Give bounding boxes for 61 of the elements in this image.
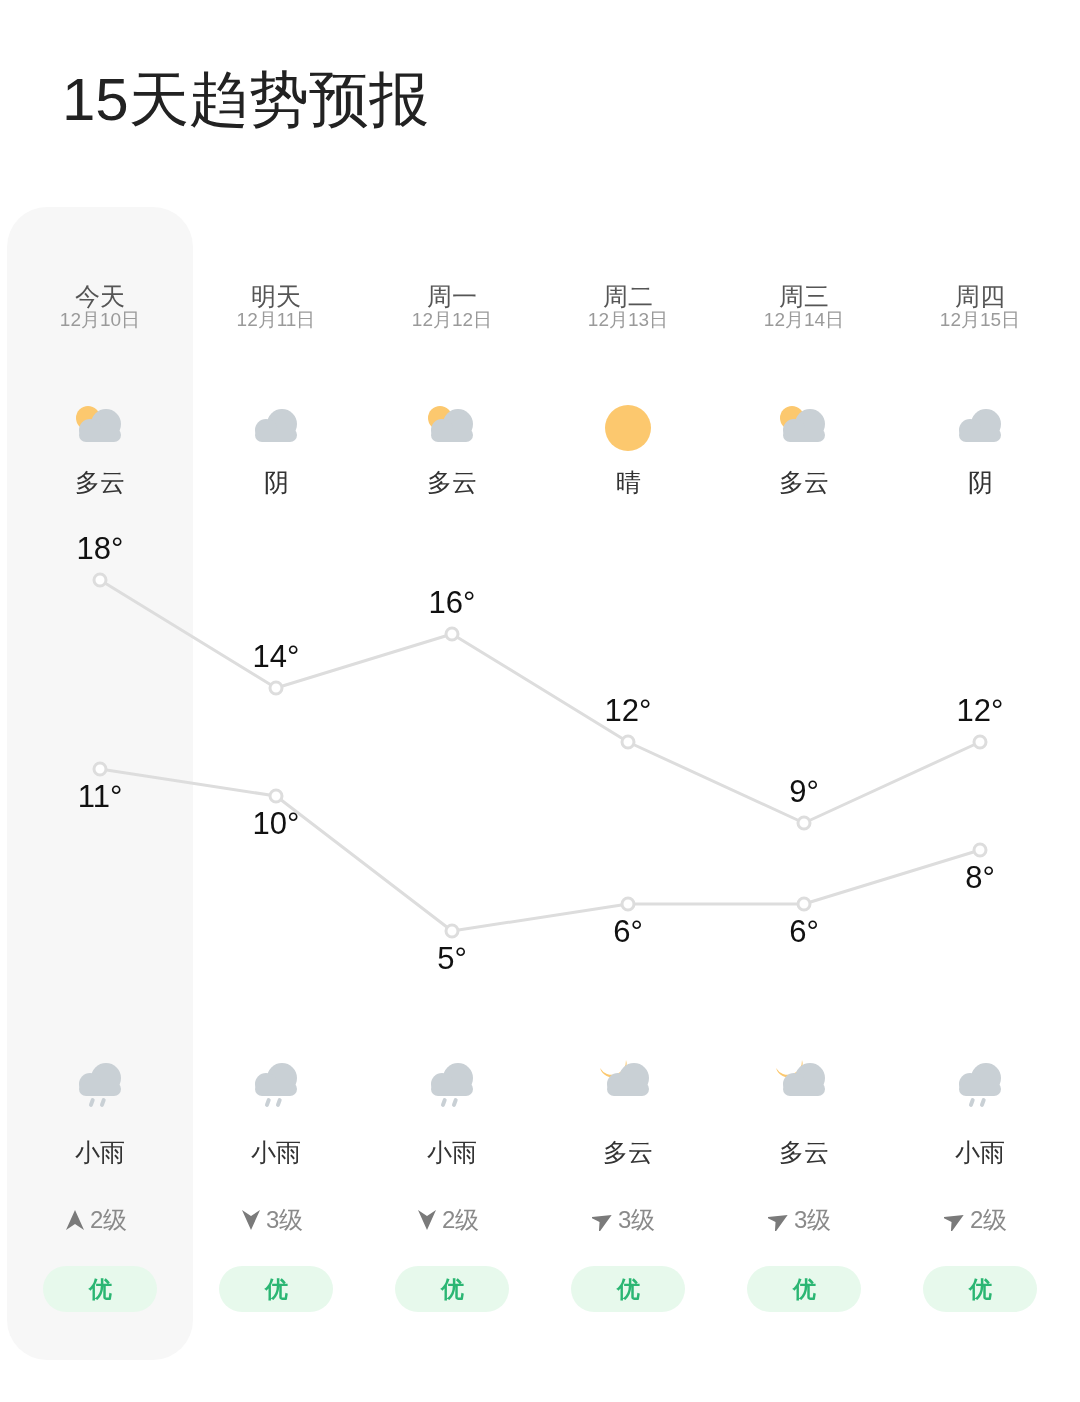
point bbox=[92, 761, 108, 777]
data-label: 9° bbox=[789, 774, 819, 810]
x-tick-label: 周一 bbox=[426, 281, 478, 311]
data-label: 12° bbox=[956, 693, 1004, 729]
point bbox=[972, 734, 988, 750]
data-label: 18° bbox=[76, 531, 124, 567]
data-label: 12° bbox=[604, 693, 652, 729]
text: 3级 bbox=[266, 1205, 304, 1235]
point bbox=[92, 572, 108, 588]
text: 12月10日 bbox=[58, 309, 142, 332]
text: 2级 bbox=[90, 1205, 128, 1235]
chart-title: 15天趋势预报 bbox=[62, 65, 429, 135]
text: 优 bbox=[219, 1266, 333, 1312]
text: 优 bbox=[43, 1266, 157, 1312]
text: 12月12日 bbox=[410, 309, 494, 332]
data-label: 14° bbox=[252, 639, 300, 675]
text: 多云 bbox=[602, 1137, 654, 1167]
point bbox=[972, 842, 988, 858]
text: 3级 bbox=[618, 1205, 656, 1235]
text: 优 bbox=[571, 1266, 685, 1312]
data-label: 6° bbox=[613, 914, 643, 950]
data-label: 6° bbox=[789, 914, 819, 950]
data-label: 16° bbox=[428, 585, 476, 621]
point bbox=[444, 626, 460, 642]
point bbox=[796, 815, 812, 831]
text: 优 bbox=[395, 1266, 509, 1312]
text: 小雨 bbox=[954, 1137, 1006, 1167]
point bbox=[796, 896, 812, 912]
text: 12月15日 bbox=[938, 309, 1022, 332]
text: 阴 bbox=[966, 467, 994, 497]
text: 2级 bbox=[442, 1205, 480, 1235]
point bbox=[444, 923, 460, 939]
text: 3级 bbox=[794, 1205, 832, 1235]
x-tick-label: 今天 bbox=[74, 281, 126, 311]
data-label: 5° bbox=[437, 941, 467, 977]
text: 2级 bbox=[970, 1205, 1008, 1235]
text: 多云 bbox=[426, 467, 478, 497]
x-tick-label: 周三 bbox=[778, 281, 830, 311]
x-tick-label: 周二 bbox=[602, 281, 654, 311]
data-label: 8° bbox=[965, 860, 995, 896]
text: 12月14日 bbox=[762, 309, 846, 332]
point bbox=[268, 680, 284, 696]
text: 多云 bbox=[74, 467, 126, 497]
data-label: 11° bbox=[77, 779, 123, 815]
text: 小雨 bbox=[250, 1137, 302, 1167]
text: 多云 bbox=[778, 1137, 830, 1167]
text: 多云 bbox=[778, 467, 830, 497]
text: 小雨 bbox=[74, 1137, 126, 1167]
point bbox=[620, 734, 636, 750]
data-label: 10° bbox=[252, 806, 300, 842]
text: 阴 bbox=[262, 467, 290, 497]
x-tick-label: 明天 bbox=[250, 281, 302, 311]
point bbox=[620, 896, 636, 912]
text: 优 bbox=[747, 1266, 861, 1312]
point bbox=[268, 788, 284, 804]
x-tick-label: 周四 bbox=[954, 281, 1006, 311]
text: 12月11日 bbox=[235, 309, 317, 332]
text: 晴 bbox=[614, 467, 642, 497]
text: 小雨 bbox=[426, 1137, 478, 1167]
text: 12月13日 bbox=[586, 309, 670, 332]
text: 优 bbox=[923, 1266, 1037, 1312]
